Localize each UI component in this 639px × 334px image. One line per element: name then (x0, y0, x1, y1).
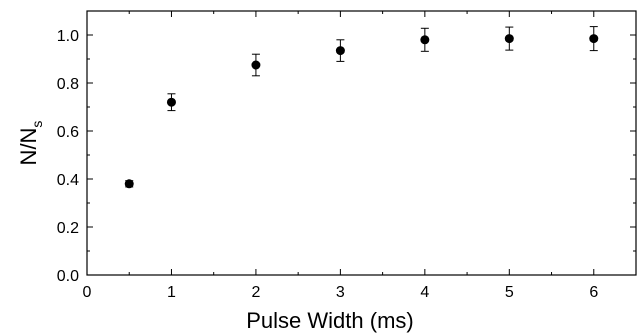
data-point (166, 97, 176, 107)
y-tick-label: 0.2 (57, 220, 79, 237)
y-tick-label: 0.0 (57, 268, 79, 285)
x-axis-label: Pulse Width (ms) (246, 308, 413, 333)
data-point (504, 34, 514, 44)
y-axis-label-subscript: s (29, 121, 45, 128)
data-point (335, 46, 345, 56)
data-point (589, 34, 599, 44)
y-tick-label: 0.8 (57, 76, 79, 93)
y-axis-label-main: N/N (16, 128, 41, 166)
y-tick-label: 0.6 (57, 124, 79, 141)
data-series (124, 26, 599, 189)
data-point (420, 35, 430, 45)
y-tick-label: 1.0 (57, 28, 79, 45)
y-axis: 0.0 0.2 0.4 0.6 0.8 1.0 (57, 28, 636, 285)
plot-frame (86, 10, 637, 276)
x-tick-label: 0 (83, 284, 92, 301)
x-tick-label: 1 (167, 284, 176, 301)
x-tick-label: 6 (589, 284, 598, 301)
y-axis-label: N/Ns (16, 121, 45, 166)
x-tick-label: 2 (251, 284, 260, 301)
x-axis: 0 1 2 3 4 5 6 (83, 11, 598, 301)
x-tick-label: 4 (420, 284, 429, 301)
x-tick-label: 5 (505, 284, 514, 301)
data-point (251, 60, 261, 70)
x-tick-label: 3 (336, 284, 345, 301)
data-point (124, 179, 134, 189)
y-tick-label: 0.4 (57, 172, 79, 189)
